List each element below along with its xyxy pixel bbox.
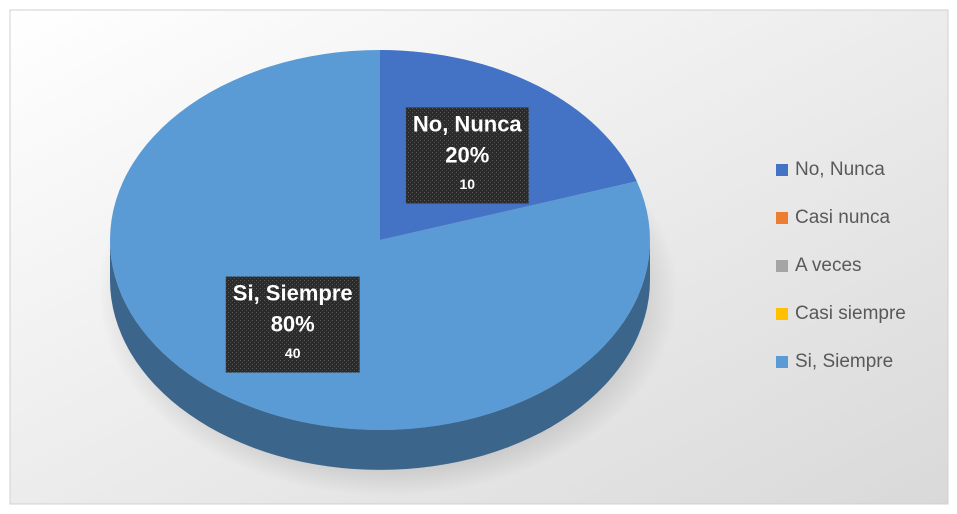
data-label: No, Nunca 20% 10 <box>405 107 529 204</box>
legend-swatch <box>776 260 788 272</box>
data-label-box <box>225 276 360 373</box>
legend-swatch <box>776 356 788 368</box>
data-label-name: Si, Siempre <box>233 280 353 305</box>
legend-swatch <box>776 164 788 176</box>
data-label-value: 10 <box>459 176 475 192</box>
legend-swatch <box>776 308 788 320</box>
data-label-percent: 80% <box>271 311 315 336</box>
data-label-name: No, Nunca <box>413 111 523 136</box>
legend-label: Casi siempre <box>795 303 906 324</box>
data-label-percent: 20% <box>445 142 489 167</box>
legend-label: Si, Siempre <box>795 351 893 372</box>
data-label-box <box>405 107 529 204</box>
data-label-value: 40 <box>285 345 301 361</box>
data-label: Si, Siempre 80% 40 <box>225 276 360 373</box>
pie-side <box>110 240 650 470</box>
legend-label: A veces <box>795 255 862 276</box>
legend-swatch <box>776 212 788 224</box>
legend-label: No, Nunca <box>795 159 885 180</box>
legend-label: Casi nunca <box>795 207 890 228</box>
